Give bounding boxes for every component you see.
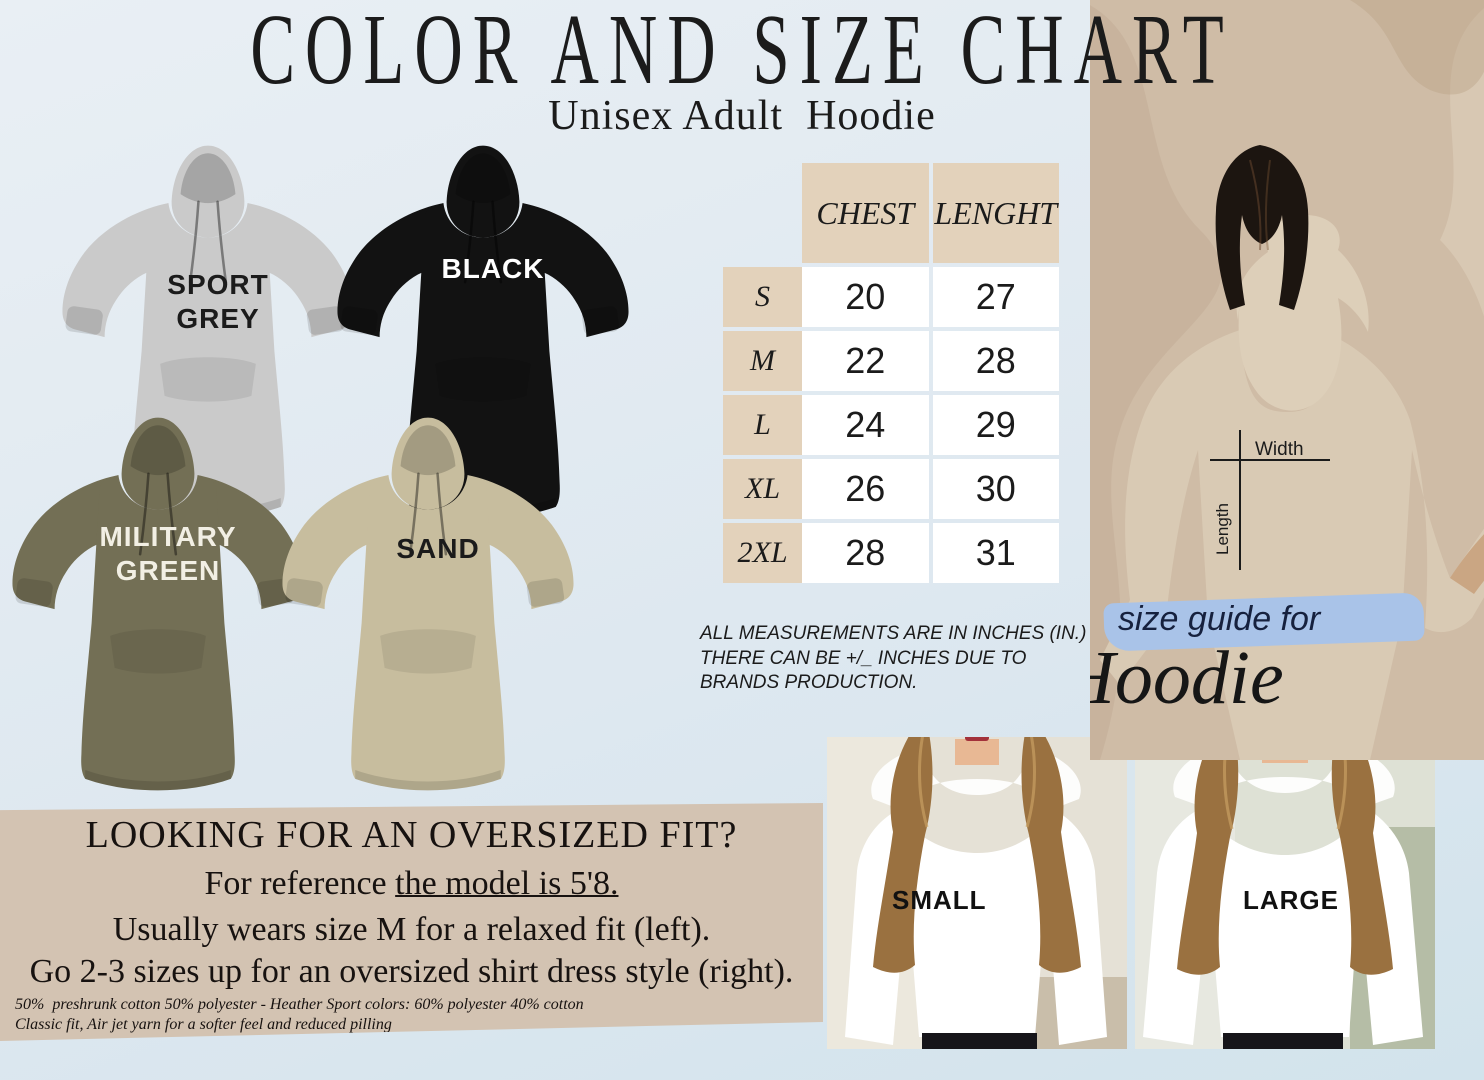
svg-text:Width: Width	[1255, 439, 1304, 460]
svg-text:Length: Length	[1213, 503, 1232, 555]
